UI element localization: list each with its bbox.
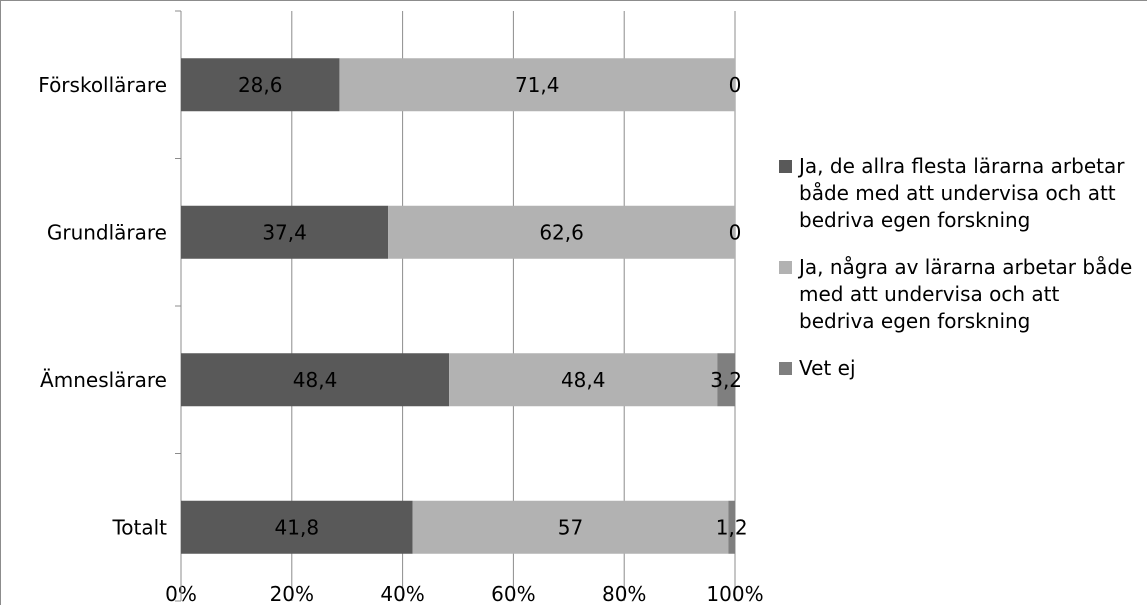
legend-item-series-1: Ja, de allra flesta lärarna arbetar både…	[779, 153, 1147, 234]
data-label: 57	[558, 515, 583, 539]
bar-segment	[181, 205, 389, 259]
legend-label-line: Ja, några av lärarna arbetar både	[799, 255, 1133, 279]
bar-segment	[717, 353, 735, 407]
data-label: 0	[729, 220, 742, 244]
data-label: 62,6	[539, 220, 584, 244]
x-tick-label: 80%	[602, 582, 646, 605]
bar-segment	[412, 500, 729, 554]
legend-label-line: Ja, de allra flesta lärarna arbetar	[799, 154, 1125, 178]
bar-segment	[181, 500, 413, 554]
legend-swatch-series-1	[779, 160, 792, 173]
data-label: 3,2	[710, 368, 742, 392]
data-label: 0	[729, 73, 742, 97]
data-labels: 28,6 71,4 0 37,4 62,6 0 48,4 48,4 3,2 41,8 57 1,2	[238, 73, 748, 540]
category-label: Förskollärare	[38, 73, 167, 97]
bar-segment	[449, 353, 718, 407]
category-label: Ämneslärare	[40, 368, 167, 392]
bar-segment	[339, 58, 735, 112]
data-label: 48,4	[561, 368, 606, 392]
legend-swatch-series-2	[779, 261, 792, 274]
bar-segment	[181, 58, 340, 112]
data-label: 28,6	[238, 73, 283, 97]
bar-segment	[728, 500, 735, 554]
x-tick-label: 40%	[380, 582, 424, 605]
legend-label-line: bedriva egen forskning	[799, 309, 1031, 333]
data-label: 41,8	[275, 515, 320, 539]
legend-item-series-2: Ja, några av lärarna arbetar både med at…	[779, 254, 1147, 335]
data-label: 1,2	[716, 515, 748, 539]
legend: Ja, de allra flesta lärarna arbetar både…	[779, 153, 1147, 402]
legend-label-line: bedriva egen forskning	[799, 208, 1031, 232]
data-label: 48,4	[293, 368, 338, 392]
bar-segment	[181, 353, 450, 407]
x-tick-label: 20%	[270, 582, 314, 605]
legend-swatch-series-3	[779, 362, 792, 375]
bar-segment	[388, 205, 735, 259]
axes: 0% 20% 40% 60% 80% 100%FörskollärareGrundlära…	[38, 10, 764, 605]
bars	[181, 58, 735, 554]
legend-label-line: med att undervisa och att	[799, 282, 1060, 306]
category-label: Totalt	[111, 515, 167, 539]
legend-label-line: Vet ej	[799, 356, 856, 380]
category-label: Grundlärare	[47, 220, 167, 244]
legend-item-series-3: Vet ej	[779, 355, 1147, 382]
x-tick-label: 100%	[706, 582, 763, 605]
legend-label-line: både med att undervisa och att	[799, 181, 1116, 205]
data-label: 37,4	[262, 220, 307, 244]
data-label: 71,4	[515, 73, 560, 97]
x-tick-label: 60%	[491, 582, 535, 605]
